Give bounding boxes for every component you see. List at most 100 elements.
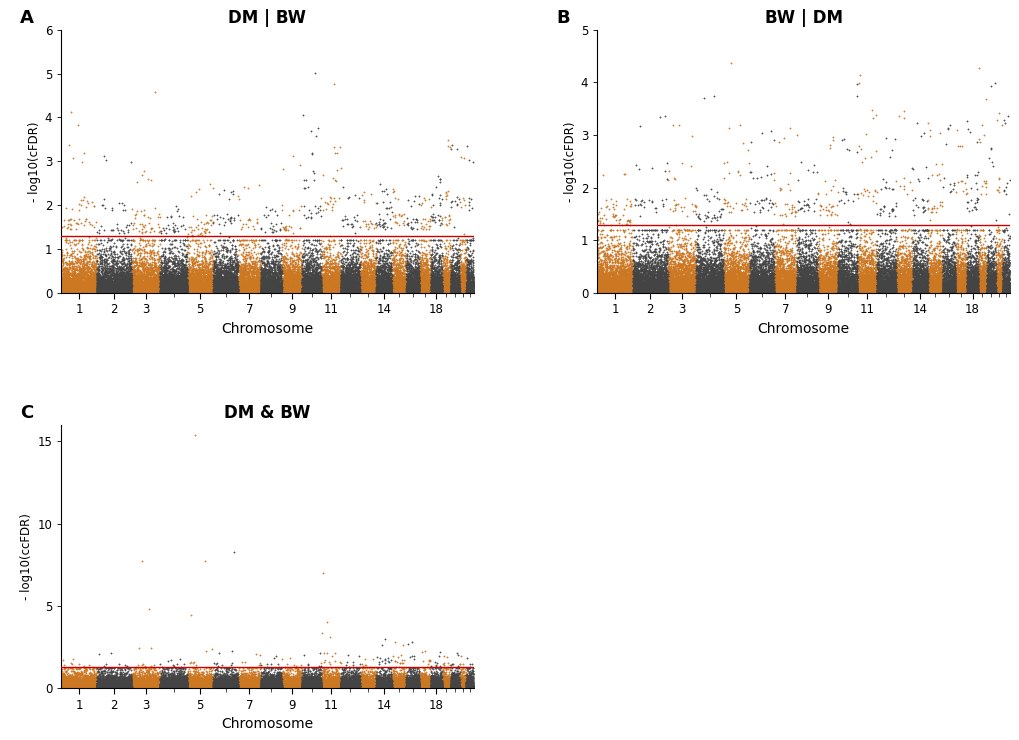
Point bbox=[923, 282, 940, 294]
Point bbox=[324, 676, 340, 687]
Point bbox=[324, 650, 340, 662]
Point bbox=[954, 279, 970, 291]
Point bbox=[681, 283, 697, 295]
Point bbox=[973, 224, 989, 236]
Point bbox=[423, 674, 439, 686]
Point bbox=[842, 272, 858, 283]
Point bbox=[423, 285, 439, 297]
Point bbox=[933, 286, 950, 297]
Point bbox=[444, 678, 461, 690]
Point bbox=[96, 682, 112, 693]
Point bbox=[377, 257, 393, 269]
Point bbox=[354, 265, 370, 277]
Point bbox=[232, 269, 249, 280]
Point bbox=[896, 280, 912, 292]
Point bbox=[337, 679, 354, 690]
Point bbox=[765, 269, 782, 280]
Point bbox=[237, 282, 254, 294]
Point bbox=[874, 205, 891, 217]
Point bbox=[248, 682, 264, 693]
Point bbox=[163, 662, 179, 674]
Point bbox=[291, 680, 308, 692]
Point bbox=[382, 280, 398, 292]
Point bbox=[396, 285, 413, 297]
Point bbox=[983, 284, 1000, 296]
Point bbox=[118, 273, 135, 285]
Point bbox=[264, 280, 280, 292]
Point bbox=[225, 676, 242, 687]
Point bbox=[189, 249, 205, 260]
Point bbox=[347, 255, 364, 267]
Point bbox=[185, 679, 202, 691]
Point bbox=[787, 283, 803, 295]
Point bbox=[410, 673, 426, 685]
Point bbox=[399, 217, 416, 229]
Point bbox=[804, 280, 820, 292]
Point bbox=[882, 284, 899, 296]
Point bbox=[82, 242, 98, 254]
Point bbox=[221, 682, 237, 693]
Point bbox=[306, 682, 322, 693]
Point bbox=[455, 283, 472, 295]
Point bbox=[344, 283, 361, 295]
Point bbox=[448, 275, 465, 287]
Point bbox=[653, 286, 669, 298]
Point bbox=[249, 287, 265, 299]
Point bbox=[445, 678, 462, 690]
Point bbox=[874, 280, 891, 292]
Point bbox=[890, 285, 906, 297]
Point bbox=[732, 266, 748, 278]
Point bbox=[319, 263, 335, 275]
Point bbox=[642, 281, 658, 293]
Point bbox=[152, 667, 168, 679]
Point bbox=[228, 679, 245, 691]
Point bbox=[433, 284, 449, 296]
Point bbox=[447, 269, 464, 280]
Point bbox=[266, 286, 282, 298]
Point bbox=[785, 285, 801, 297]
Point bbox=[931, 258, 948, 270]
Point bbox=[305, 678, 321, 690]
Point bbox=[942, 185, 958, 197]
Point bbox=[55, 280, 71, 292]
Point bbox=[126, 271, 143, 283]
Point bbox=[448, 198, 465, 209]
Point bbox=[248, 267, 264, 279]
Point bbox=[446, 680, 463, 692]
Point bbox=[899, 283, 915, 295]
Point bbox=[273, 675, 289, 687]
Point bbox=[603, 261, 620, 273]
Point bbox=[359, 671, 375, 683]
Point bbox=[272, 682, 288, 693]
Point bbox=[378, 676, 394, 687]
Point bbox=[233, 271, 250, 283]
Point bbox=[393, 283, 410, 295]
Point bbox=[120, 278, 137, 290]
Point bbox=[654, 276, 671, 288]
Point bbox=[126, 284, 143, 296]
Point bbox=[98, 266, 114, 278]
Point bbox=[121, 282, 138, 294]
Point bbox=[85, 278, 101, 289]
Point bbox=[252, 679, 268, 691]
Point bbox=[910, 283, 926, 295]
Point bbox=[185, 682, 202, 693]
Point bbox=[394, 276, 411, 288]
Point bbox=[300, 681, 316, 693]
Point bbox=[126, 268, 143, 280]
Point bbox=[357, 256, 373, 268]
Point bbox=[697, 281, 713, 293]
Point bbox=[436, 681, 452, 693]
Point bbox=[297, 283, 313, 295]
Point bbox=[148, 286, 164, 298]
Point bbox=[748, 281, 764, 293]
Point bbox=[193, 263, 209, 275]
Point bbox=[224, 676, 240, 688]
Point bbox=[193, 676, 209, 687]
Point bbox=[910, 275, 926, 286]
Point bbox=[736, 258, 752, 269]
Point bbox=[172, 679, 189, 690]
Point bbox=[442, 280, 459, 292]
Point bbox=[691, 246, 707, 258]
Point bbox=[407, 286, 423, 297]
